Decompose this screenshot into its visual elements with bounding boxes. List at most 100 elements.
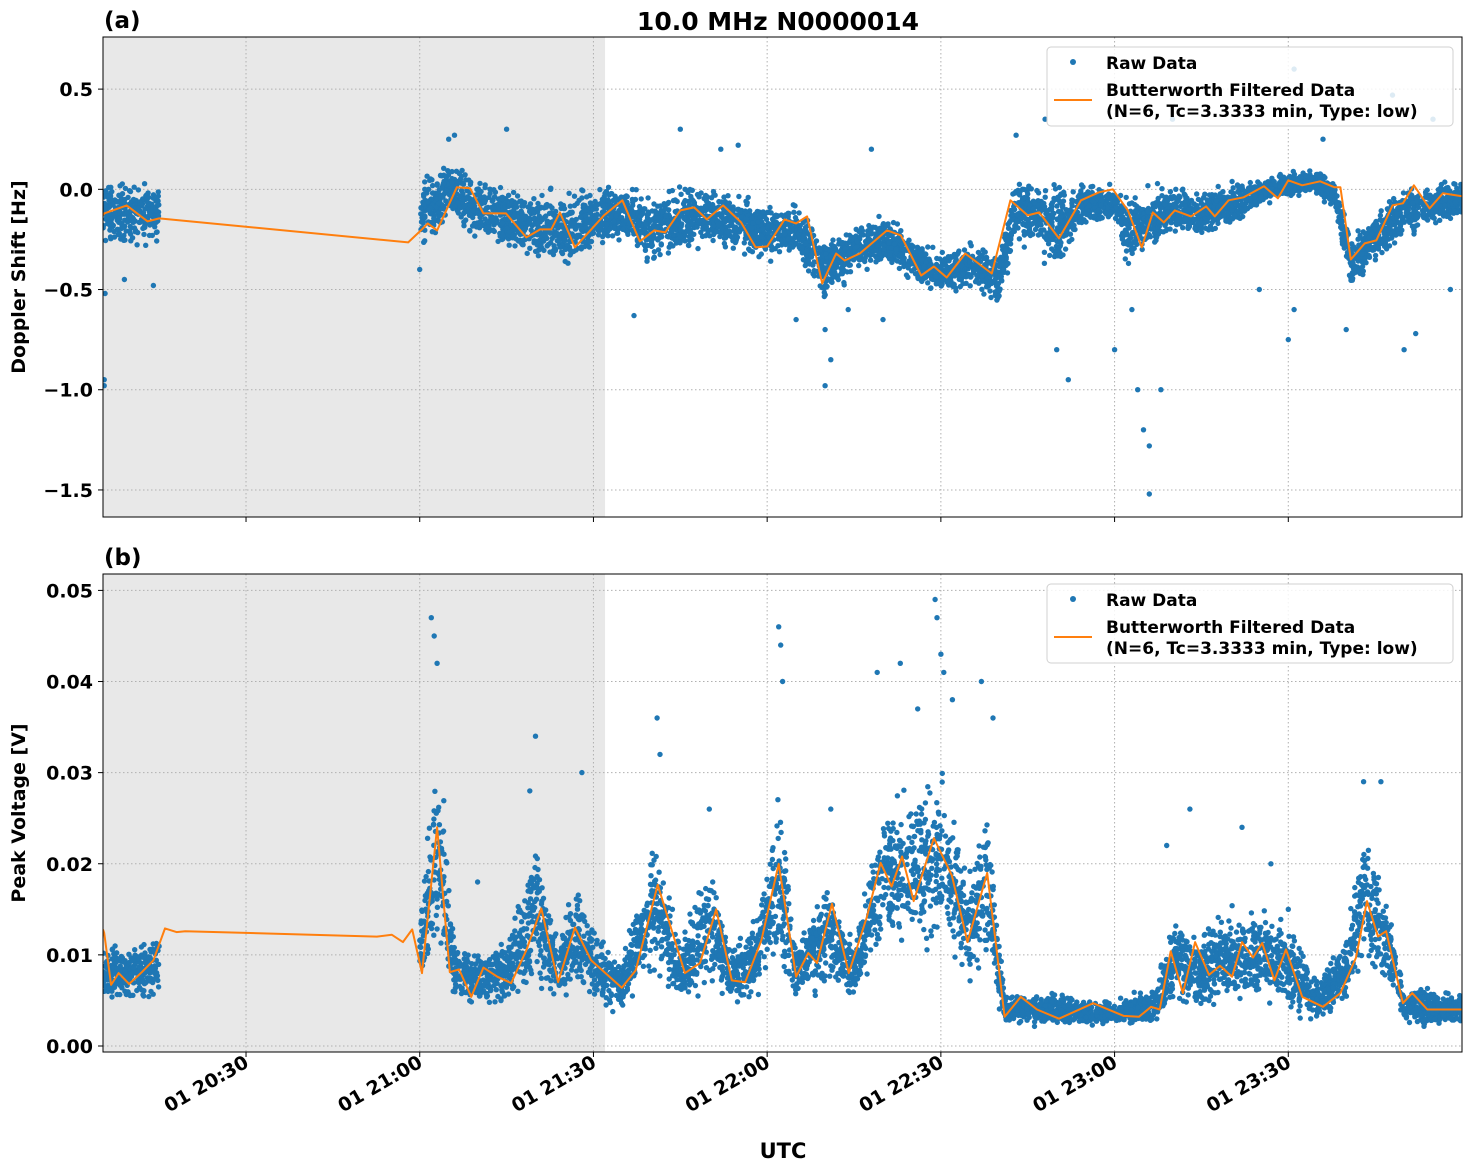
raw-data-point <box>666 250 671 255</box>
raw-data-point <box>636 222 641 227</box>
raw-data-point <box>768 210 773 215</box>
raw-data-point <box>1064 208 1069 213</box>
raw-data-point <box>472 233 477 238</box>
raw-data-point <box>712 193 717 198</box>
raw-data-point <box>848 269 853 274</box>
raw-data-point <box>529 227 534 232</box>
raw-data-point <box>482 185 487 190</box>
raw-data-point <box>774 220 779 225</box>
raw-data-point <box>698 190 703 195</box>
raw-data-point <box>563 234 568 239</box>
raw-data-point <box>461 182 466 187</box>
raw-data-point <box>836 277 841 282</box>
raw-data-point <box>987 279 992 284</box>
raw-data-point <box>838 260 843 265</box>
raw-data-point <box>919 257 924 262</box>
raw-data-point <box>1322 199 1327 204</box>
raw-data-point <box>1015 225 1020 230</box>
raw-data-point <box>823 246 828 251</box>
raw-data-point <box>593 203 598 208</box>
raw-data-point <box>121 225 126 230</box>
raw-data-point <box>842 252 847 257</box>
raw-data-point <box>1184 196 1189 201</box>
raw-data-point <box>1017 236 1022 241</box>
raw-data-point <box>438 173 443 178</box>
raw-data-point <box>670 188 675 193</box>
raw-data-point <box>899 246 904 251</box>
raw-data-point <box>1017 192 1022 197</box>
raw-data-point <box>122 197 127 202</box>
raw-data-point <box>466 177 471 182</box>
raw-data-point <box>897 266 902 271</box>
raw-data-point <box>1038 231 1043 236</box>
raw-data-point <box>132 185 137 190</box>
raw-data-point <box>1012 207 1017 212</box>
raw-data-point <box>1034 188 1039 193</box>
raw-data-point <box>449 169 454 174</box>
raw-data-point <box>1133 195 1138 200</box>
raw-data-point <box>652 255 657 260</box>
raw-data-point <box>1373 253 1378 258</box>
raw-data-point <box>562 206 567 211</box>
raw-data-point <box>997 288 1002 293</box>
raw-data-point <box>716 222 721 227</box>
raw-data-point <box>1145 183 1150 188</box>
raw-data-point <box>698 230 703 235</box>
raw-data-point <box>945 280 950 285</box>
raw-data-point <box>848 262 853 267</box>
raw-data-point <box>1165 209 1170 214</box>
raw-data-point <box>1246 185 1251 190</box>
raw-data-point <box>640 211 645 216</box>
raw-data-point <box>724 230 729 235</box>
raw-data-point <box>1090 198 1095 203</box>
raw-data-point <box>441 166 446 171</box>
raw-data-point <box>1096 208 1101 213</box>
raw-data-point <box>804 249 809 254</box>
raw-data-point <box>579 187 584 192</box>
raw-data-point <box>513 236 518 241</box>
raw-data-point <box>602 206 607 211</box>
raw-data-point <box>145 199 150 204</box>
raw-data-point <box>639 230 644 235</box>
raw-data-point <box>998 277 1003 282</box>
raw-data-point <box>791 210 796 215</box>
raw-data-point <box>612 194 617 199</box>
raw-data-point <box>670 243 675 248</box>
raw-data-point <box>1045 208 1050 213</box>
raw-data-point <box>534 206 539 211</box>
raw-data-point <box>1194 191 1199 196</box>
raw-data-point <box>655 237 660 242</box>
raw-data-point <box>971 268 976 273</box>
raw-data-point <box>1146 209 1151 214</box>
raw-data-point <box>1186 207 1191 212</box>
raw-data-point <box>787 245 792 250</box>
raw-data-point <box>832 244 837 249</box>
raw-data-point <box>818 247 823 252</box>
raw-data-point <box>710 238 715 243</box>
raw-data-point <box>823 292 828 297</box>
raw-data-point <box>792 203 797 208</box>
raw-data-point <box>704 198 709 203</box>
raw-data-point <box>1092 213 1097 218</box>
raw-data-point <box>549 210 554 215</box>
raw-data-point <box>610 233 615 238</box>
raw-data-point <box>616 237 621 242</box>
raw-data-point <box>1192 201 1197 206</box>
raw-data-point <box>123 186 128 191</box>
raw-data-point <box>478 219 483 224</box>
raw-data-point <box>695 246 700 251</box>
raw-data-point <box>736 194 741 199</box>
raw-data-point <box>707 233 712 238</box>
raw-data-point <box>515 193 520 198</box>
raw-data-point <box>490 217 495 222</box>
raw-data-point <box>759 251 764 256</box>
raw-data-point <box>1239 201 1244 206</box>
raw-data-point <box>767 205 772 210</box>
raw-data-point <box>796 210 801 215</box>
raw-data-point <box>1032 216 1037 221</box>
raw-data-point <box>1056 198 1061 203</box>
raw-data-point <box>718 214 723 219</box>
raw-data-point <box>117 215 122 220</box>
raw-data-point <box>1056 209 1061 214</box>
raw-data-point <box>490 198 495 203</box>
